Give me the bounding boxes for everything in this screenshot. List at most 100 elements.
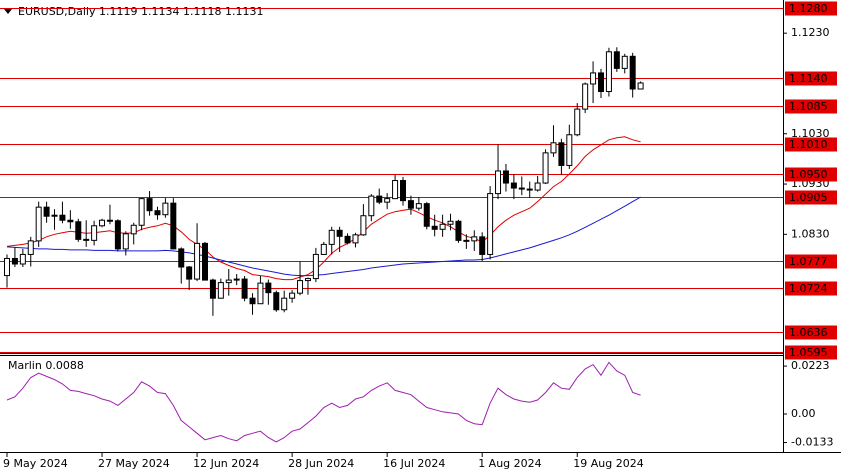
candle-body — [186, 266, 193, 280]
y-tick-label: -0.0133 — [791, 436, 833, 449]
candle-body — [35, 206, 42, 242]
x-tick-label: 9 May 2024 — [3, 457, 68, 470]
candle-body — [376, 195, 383, 203]
candle-body — [328, 229, 335, 245]
candle-body — [202, 242, 208, 281]
candle-body — [241, 278, 248, 299]
level-label: 1.0595 — [789, 346, 828, 359]
level-label-box — [785, 190, 837, 205]
low-value: 1.1118 — [183, 5, 222, 18]
level-label: 1.1085 — [789, 100, 828, 113]
x-tick-label: 27 May 2024 — [98, 457, 170, 470]
close-value: 1.1131 — [225, 5, 264, 18]
open-value: 1.1119 — [99, 5, 138, 18]
level-label: 1.0724 — [789, 282, 828, 295]
candle-body — [122, 233, 129, 250]
candle-body — [194, 242, 201, 280]
level-label-box — [785, 281, 837, 296]
candle-body — [106, 219, 113, 222]
x-tick-label: 28 Jun 2024 — [288, 457, 354, 470]
candle-body — [590, 72, 597, 85]
candle-body — [550, 142, 557, 154]
candle-body — [344, 235, 351, 244]
high-value: 1.1134 — [141, 5, 180, 18]
candle-body — [83, 238, 90, 241]
candle-body — [304, 278, 311, 282]
level-label: 1.1010 — [789, 138, 828, 151]
indicator-title: Marlin 0.0088 — [8, 359, 84, 372]
x-tick-label: 1 Aug 2024 — [478, 457, 541, 470]
symbol: EURUSD,Daily — [18, 5, 96, 18]
candle-body — [4, 257, 10, 277]
candle-body — [281, 297, 288, 311]
x-tick-label: 12 Jun 2024 — [193, 457, 259, 470]
candle-body — [249, 297, 256, 305]
collapse-icon — [4, 9, 12, 14]
candle-body — [19, 253, 26, 265]
y-tick-label: 1.1230 — [791, 26, 830, 39]
level-label-box — [785, 345, 837, 360]
level-label: 1.0636 — [789, 326, 828, 339]
moving-average-line — [6, 196, 641, 277]
candle-body — [368, 195, 375, 217]
candle-body — [526, 188, 533, 191]
candle-body — [534, 182, 541, 191]
candle-body — [312, 253, 319, 280]
candle-body — [400, 180, 406, 202]
candle-body — [289, 292, 296, 299]
indicator-name: Marlin — [8, 359, 42, 372]
candle-body — [51, 214, 58, 217]
candle-body — [558, 142, 565, 166]
level-label-box — [785, 1, 837, 16]
candle-body — [130, 224, 137, 235]
candle-body — [225, 279, 232, 284]
candle-body — [582, 83, 589, 110]
level-label: 1.0777 — [789, 255, 828, 268]
candle-body — [542, 152, 549, 184]
candle-body — [11, 257, 18, 265]
candle-body — [91, 225, 98, 241]
candle-body — [59, 214, 66, 221]
level-label: 1.0950 — [789, 168, 828, 181]
x-tick-label: 19 Aug 2024 — [573, 457, 643, 470]
candle-body — [637, 82, 644, 90]
level-label: 1.1280 — [789, 2, 828, 15]
candle-body — [502, 170, 509, 184]
candle-body — [384, 198, 391, 203]
y-tick-label: 1.1030 — [791, 127, 830, 140]
candle-body — [114, 220, 121, 250]
candle-body — [154, 210, 161, 216]
candle-body — [407, 200, 414, 209]
candle-body — [447, 220, 454, 225]
y-tick-label: 0.00 — [791, 407, 816, 420]
candle-body — [43, 206, 50, 217]
candle-body — [178, 248, 185, 268]
candle-body — [138, 198, 145, 226]
candle-body — [162, 202, 169, 216]
candle-body — [75, 221, 82, 240]
candle-body — [273, 292, 280, 311]
indicator-line — [6, 361, 641, 443]
candle-body — [320, 243, 327, 255]
y-tick-label: 1.0830 — [791, 227, 830, 240]
candle-body — [423, 203, 430, 227]
candle-body — [257, 282, 264, 305]
level-label-box — [785, 137, 837, 152]
candle-body — [360, 215, 367, 236]
candle-body — [629, 55, 636, 90]
candle-body — [67, 219, 74, 223]
candle-body — [170, 202, 177, 250]
level-label-box — [785, 325, 837, 340]
candle-body — [518, 187, 525, 190]
candle-body — [233, 278, 240, 281]
candle-body — [336, 229, 343, 237]
candle-body — [566, 134, 573, 166]
candle-body — [495, 170, 502, 195]
level-label: 1.0905 — [789, 191, 828, 204]
candle-body — [217, 282, 224, 299]
candle-body — [613, 51, 620, 69]
level-label: 1.1140 — [789, 72, 828, 85]
